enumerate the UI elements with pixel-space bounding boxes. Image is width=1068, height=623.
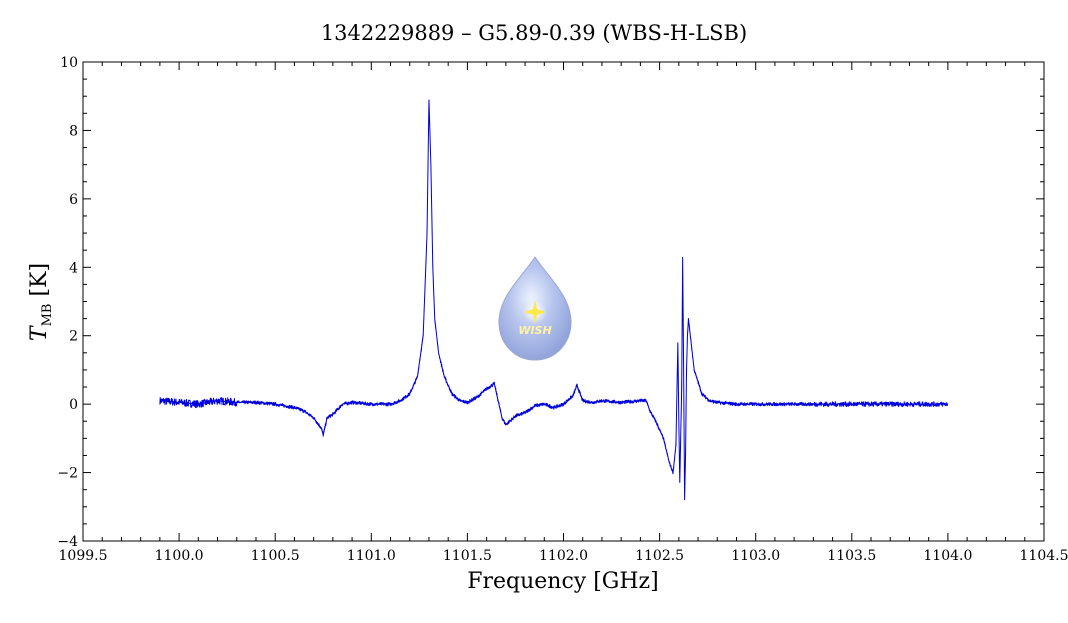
y-tick-label: 0 <box>69 397 78 413</box>
x-tick-label: 1104.0 <box>923 548 972 564</box>
y-tick-label: 10 <box>60 55 78 71</box>
wish-logo: WISH <box>499 257 571 360</box>
x-tick-label: 1104.5 <box>1020 548 1068 564</box>
x-tick-label: 1103.5 <box>827 548 876 564</box>
x-tick-label: 1101.5 <box>443 548 492 564</box>
chart-title: 1342229889 – G5.89-0.39 (WBS-H-LSB) <box>321 21 747 45</box>
y-tick-label: 6 <box>69 192 78 208</box>
y-tick-label: −4 <box>57 534 78 550</box>
x-tick-label: 1103.0 <box>731 548 780 564</box>
y-tick-label: 8 <box>69 123 78 139</box>
x-axis-label: Frequency [GHz] <box>467 569 659 594</box>
y-axis-label-sub: MB <box>40 304 55 327</box>
y-tick-label: −2 <box>57 466 78 482</box>
logo-text: WISH <box>518 324 551 337</box>
y-tick-label: 4 <box>69 260 78 276</box>
x-tick-label: 1102.5 <box>635 548 684 564</box>
x-tick-label: 1100.5 <box>251 548 300 564</box>
y-tick-label: 2 <box>69 329 78 345</box>
x-tick-label: 1101.0 <box>347 548 396 564</box>
x-tick-label: 1102.0 <box>539 548 588 564</box>
y-axis-label-unit: [K] <box>27 263 52 304</box>
x-tick-label: 1099.5 <box>59 548 108 564</box>
y-axis-label: TMB [K] <box>27 263 55 341</box>
x-tick-label: 1100.0 <box>155 548 204 564</box>
